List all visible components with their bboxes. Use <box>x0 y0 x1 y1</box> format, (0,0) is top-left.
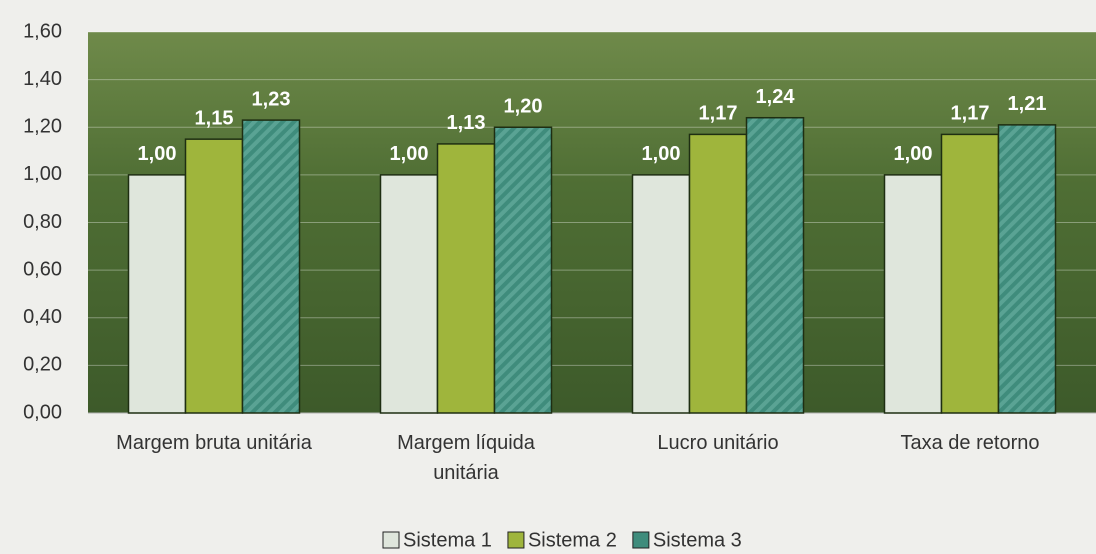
legend-label: Sistema 1 <box>403 529 492 551</box>
legend-swatch <box>507 531 525 549</box>
bar <box>493 126 553 414</box>
value-label: 1,00 <box>138 143 177 165</box>
x-tick-label: Margem bruta unitária <box>116 432 312 454</box>
value-label: 1,20 <box>504 96 543 118</box>
value-label: 1,13 <box>447 112 486 134</box>
legend-swatch <box>382 531 400 549</box>
bar <box>127 174 187 414</box>
bar <box>688 133 748 414</box>
x-tick-label: Lucro unitário <box>657 432 779 454</box>
value-label: 1,00 <box>894 143 933 165</box>
x-tick-label: Taxa de retorno <box>900 432 1040 454</box>
y-tick-label: 0,60 <box>23 258 62 280</box>
value-label: 1,00 <box>390 143 429 165</box>
legend-swatch <box>632 531 650 549</box>
value-label: 1,17 <box>951 103 990 125</box>
x-tick-label: Margem líquida unitária <box>397 432 535 484</box>
bar <box>997 124 1057 414</box>
value-label: 1,24 <box>756 86 796 108</box>
bar <box>745 116 805 414</box>
bar <box>241 119 301 414</box>
value-label: 1,21 <box>1008 93 1047 115</box>
legend-label: Sistema 3 <box>653 529 742 551</box>
y-tick-label: 1,20 <box>23 116 62 138</box>
y-tick-label: 0,80 <box>23 211 62 233</box>
y-tick-label: 0,40 <box>23 306 62 328</box>
y-tick-label: 1,40 <box>23 68 62 90</box>
legend-label: Sistema 2 <box>528 529 617 551</box>
value-label: 1,23 <box>252 88 291 110</box>
bar <box>940 133 1000 414</box>
bar <box>631 174 691 414</box>
y-tick-label: 1,60 <box>23 20 62 42</box>
bar <box>184 138 244 414</box>
bar <box>379 174 439 414</box>
bar <box>436 143 496 414</box>
value-label: 1,00 <box>642 143 681 165</box>
value-label: 1,15 <box>195 107 234 129</box>
y-tick-label: 0,20 <box>23 354 62 376</box>
bar <box>883 174 943 414</box>
legend: Sistema 1 Sistema 2 Sistema 3 <box>382 529 742 551</box>
value-label: 1,17 <box>699 103 738 125</box>
y-tick-label: 0,00 <box>23 401 62 423</box>
y-tick-label: 1,00 <box>23 163 62 185</box>
